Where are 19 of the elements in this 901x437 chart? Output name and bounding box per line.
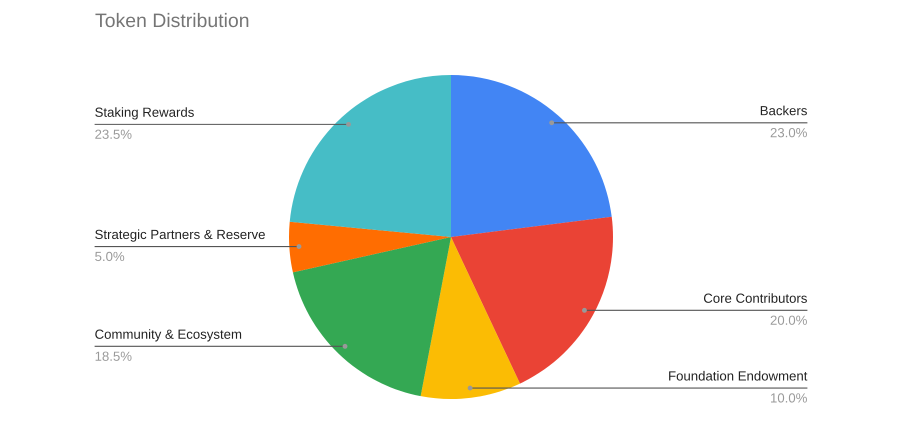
pie-slice bbox=[451, 216, 613, 384]
data-label: 23.5% bbox=[95, 130, 132, 139]
pie-slice bbox=[292, 237, 451, 396]
slice-label: Community & Ecosystem bbox=[95, 329, 242, 342]
data-label: 18.5% bbox=[96, 352, 132, 361]
slice-label: Backers bbox=[760, 106, 807, 116]
data-label: 20.0% bbox=[770, 316, 807, 325]
slice-label: Foundation Endowment bbox=[669, 370, 808, 381]
pie-slice bbox=[290, 75, 451, 237]
slice-label: Strategic Partners & Reserve bbox=[95, 229, 265, 242]
slice-label: Staking Rewards bbox=[95, 107, 194, 120]
pie-slice bbox=[451, 75, 612, 237]
data-label: 23.0% bbox=[770, 128, 807, 138]
pie-slice bbox=[420, 237, 520, 399]
data-label: 5.0% bbox=[95, 252, 124, 262]
slice-label: Core Contributors bbox=[704, 293, 807, 303]
pie-slice bbox=[289, 222, 451, 272]
data-label: 10.0% bbox=[770, 393, 807, 403]
chart-title: Token Distribution bbox=[95, 12, 248, 28]
